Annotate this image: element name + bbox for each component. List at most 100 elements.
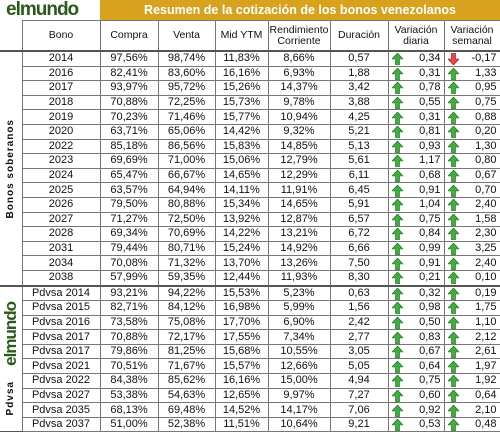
cell: 63,57% <box>99 182 159 198</box>
variation-cell: 1,17 <box>387 153 445 169</box>
cell: 5,91 <box>329 196 389 213</box>
cell: 6,66 <box>329 240 389 257</box>
up-arrow <box>447 346 459 358</box>
variation-cell: 1,92 <box>443 373 500 389</box>
variation-value: 0,93 <box>419 139 441 152</box>
cell: 3,88 <box>329 94 389 111</box>
bond-row: 2020 63,71% 65,06% 14,42% 9,32% 5,21 0,81 0,20 <box>0 123 500 140</box>
up-arrow <box>391 302 403 315</box>
cell: 81,25% <box>157 343 216 360</box>
cell: 14,65% <box>214 167 269 184</box>
variation-value: 0,95 <box>475 81 497 94</box>
bond-row: elmundo Pdvsa Pdvsa 2014 93,21% 94,22% 15,53%… <box>0 284 500 432</box>
cell: 71,32% <box>157 255 216 271</box>
variation-cell: 0,75 <box>443 94 500 111</box>
up-arrow <box>391 243 403 255</box>
bond-row: 2038 57,99% 59,35% 12,44% 11,93% 8,30 0,21 0,10 <box>0 269 500 287</box>
cell: 6,11 <box>329 167 389 184</box>
cell: 66,67% <box>157 167 216 184</box>
bond-row: 2027 71,27% 72,50% 13,92% 12,87% 6,57 0,75 1,58 <box>0 211 500 228</box>
bond-row: Pdvsa 2035 68,13% 69,48% 14,52% 14,17% 7,06 0,… <box>0 402 500 418</box>
variation-cell: 0,20 <box>443 123 500 140</box>
cell: 10,64% <box>267 416 331 432</box>
bond-name: 2034 <box>21 255 101 271</box>
variation-value: 2,12 <box>475 330 497 343</box>
variation-value: 0,80 <box>475 154 497 167</box>
cell: 95,72% <box>157 80 216 96</box>
up-arrow <box>391 155 403 168</box>
variation-cell: 0,95 <box>443 80 500 96</box>
up-arrow <box>447 213 459 226</box>
cell: 9,21 <box>329 416 389 432</box>
cell: 13,70% <box>214 255 269 271</box>
bond-row: Pdvsa 2015 82,71% 84,12% 16,98% 5,99% 1,56 0,9… <box>0 300 500 316</box>
up-arrow <box>447 404 459 417</box>
cell: 68,13% <box>99 402 159 418</box>
cell: 15,53% <box>214 284 269 302</box>
cell: 6,90% <box>267 314 331 331</box>
group-label: Bonos soberanos <box>5 118 17 218</box>
up-arrow <box>447 375 459 388</box>
cell: 14,85% <box>267 138 331 155</box>
column-header: Variación diaria <box>387 20 445 52</box>
variation-cell: 0,98 <box>387 300 445 316</box>
cell: 69,69% <box>99 153 159 169</box>
bond-name: 2020 <box>21 123 101 140</box>
bond-row: Pdvsa 2017 79,86% 81,25% 15,68% 10,55% 3,05 0,… <box>0 343 500 360</box>
variation-value: 0,98 <box>419 301 441 314</box>
variation-cell: 0,34 <box>387 49 445 67</box>
cell: 63,71% <box>99 123 159 140</box>
variation-cell: 0,55 <box>387 94 445 111</box>
cell: 82,71% <box>99 300 159 316</box>
up-arrow <box>391 111 403 124</box>
cell: 12,44% <box>214 269 269 287</box>
bond-name: 2024 <box>21 167 101 184</box>
up-arrow <box>447 243 459 255</box>
bond-name: 2025 <box>21 182 101 198</box>
variation-value: 0,84 <box>419 227 441 240</box>
bond-name: 2016 <box>21 65 101 82</box>
variation-cell: 0,67 <box>387 343 445 360</box>
cell: 69,48% <box>157 402 216 418</box>
variation-cell: 0,88 <box>443 109 500 125</box>
up-arrow <box>447 67 459 80</box>
cell: 9,78% <box>267 94 331 111</box>
cell: 5,21 <box>329 123 389 140</box>
variation-value: 0,34 <box>419 52 441 65</box>
bond-row: Pdvsa 2037 51,00% 52,38% 11,51% 10,64% 9,21 0,… <box>0 416 500 432</box>
bond-name: 2027 <box>21 211 101 228</box>
up-arrow <box>447 170 459 182</box>
column-header: Duración <box>329 20 389 52</box>
cell: 79,50% <box>99 196 159 213</box>
variation-value: 0,55 <box>419 96 441 109</box>
variation-value: 1,04 <box>419 198 441 211</box>
up-arrow <box>391 375 403 388</box>
header: elmundo Resumen de la cotización de los … <box>0 0 500 20</box>
variation-cell: 1,75 <box>443 300 500 316</box>
variation-cell: 1,58 <box>443 211 500 228</box>
up-arrow <box>391 184 403 197</box>
cell: 14,52% <box>214 402 269 418</box>
bond-row: Bonos soberanos 2014 97,56% 98,74% 11,83% 8,6… <box>0 49 500 287</box>
up-arrow <box>391 316 403 329</box>
cell: 93,97% <box>99 80 159 96</box>
up-arrow <box>447 140 459 153</box>
cell: 72,50% <box>157 211 216 228</box>
variation-cell: 0,48 <box>443 416 500 432</box>
variation-cell: 0,60 <box>387 387 445 404</box>
cell: 15,26% <box>214 80 269 96</box>
variation-value: 0,68 <box>419 169 441 182</box>
cell: 57,99% <box>99 269 159 287</box>
bond-name: 2019 <box>21 109 101 125</box>
up-arrow <box>447 302 459 315</box>
cell: 80,71% <box>157 240 216 257</box>
cell: 15,00% <box>267 373 331 389</box>
up-arrow <box>391 228 403 241</box>
up-arrow <box>447 184 459 197</box>
up-arrow <box>447 287 459 300</box>
up-arrow <box>391 199 403 212</box>
cell: 72,25% <box>157 94 216 111</box>
variation-value: -0,17 <box>471 52 497 65</box>
cell: 12,79% <box>267 153 331 169</box>
bond-name: 2028 <box>21 226 101 242</box>
